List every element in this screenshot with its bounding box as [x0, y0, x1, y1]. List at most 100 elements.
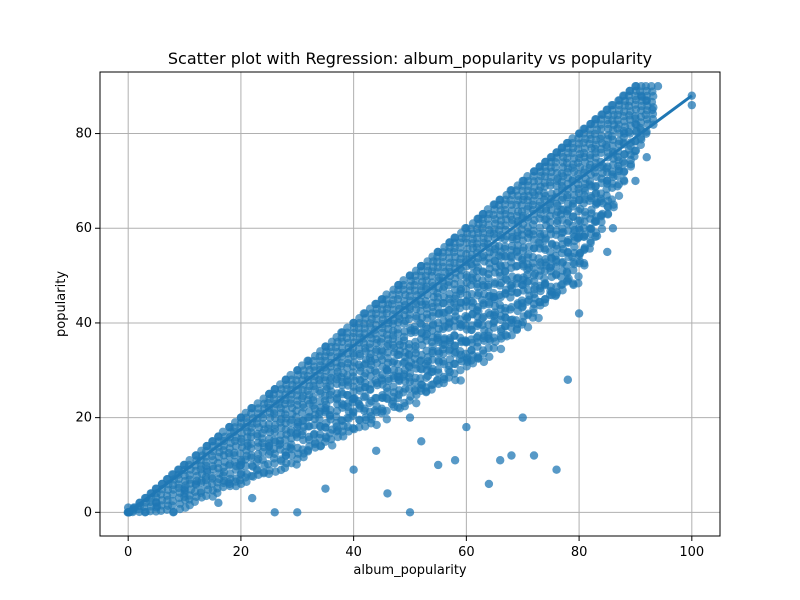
scatter-point [404, 343, 414, 353]
scatter-point [208, 437, 217, 446]
scatter-point [236, 449, 245, 458]
scatter-point [355, 351, 364, 361]
scatter-point [321, 403, 330, 413]
scatter-point [263, 459, 273, 469]
scatter-point [417, 437, 426, 446]
scatter-point [461, 302, 471, 311]
scatter-point [355, 415, 364, 425]
regression-line [127, 94, 693, 514]
scatter-point [242, 477, 251, 486]
scatter-point [365, 385, 375, 394]
scatter-point [393, 394, 403, 403]
scatter-point [579, 259, 589, 268]
scatter-point [202, 465, 212, 474]
scatter-point [546, 261, 556, 271]
scatter-point [642, 96, 651, 105]
scatter-point [450, 456, 460, 465]
scatter-point [490, 295, 499, 304]
scatter-point [236, 470, 246, 479]
scatter-point [219, 482, 228, 492]
scatter-point [597, 148, 606, 157]
scatter-point [479, 357, 489, 367]
scatter-point [428, 312, 437, 321]
scatter-point [281, 451, 291, 460]
scatter-point [631, 119, 640, 129]
scatter-point [563, 247, 573, 257]
scatter-point [168, 490, 178, 499]
scatter-point [246, 444, 256, 453]
scatter-point [562, 192, 572, 202]
scatter-point [462, 422, 471, 432]
scatter-point [608, 100, 618, 110]
scatter-point [438, 298, 448, 308]
scatter-point [410, 378, 419, 387]
x-tick-label: 0 [124, 545, 132, 560]
scatter-point [383, 387, 392, 396]
scatter-point [152, 503, 161, 512]
scatter-point [326, 395, 335, 404]
scatter-point [338, 328, 347, 337]
scatter-point [383, 366, 392, 375]
scatter-point [591, 115, 601, 124]
scatter-point [264, 469, 274, 479]
scatter-point [456, 289, 465, 299]
scatter-point [376, 337, 386, 347]
scatter-point [270, 385, 279, 394]
scatter-point [292, 460, 301, 469]
y-tick-label: 80 [75, 127, 92, 142]
scatter-point [529, 167, 539, 176]
scatter-point [653, 82, 663, 91]
scatter-point [169, 508, 178, 517]
x-tick-label: 80 [571, 545, 588, 560]
scatter-point [603, 247, 612, 257]
scatter-point [412, 398, 421, 408]
scatter-point [422, 366, 432, 375]
scatter-point [264, 389, 274, 399]
scatter-point [361, 392, 370, 401]
scatter-point [569, 265, 578, 275]
scatter-point [574, 272, 583, 281]
regression-layer [127, 94, 693, 514]
scatter-point [568, 202, 578, 211]
scatter-point [360, 372, 369, 381]
scatter-point [574, 216, 583, 225]
scatter-point [280, 463, 290, 473]
scatter-point [214, 432, 223, 441]
scatter-point [370, 406, 380, 415]
scatter-point [489, 323, 499, 332]
scatter-point [377, 295, 387, 304]
scatter-point [562, 261, 571, 270]
scatter-point [348, 411, 358, 421]
scatter-point [417, 261, 426, 271]
x-tick-label: 100 [679, 545, 704, 560]
x-tick-label: 40 [345, 545, 362, 560]
scatter-point [540, 243, 549, 253]
scatter-point [495, 456, 505, 465]
scatter-point [620, 177, 629, 186]
y-axis-label: popularity [54, 271, 69, 337]
scatter-point [619, 91, 629, 100]
scatter-point [281, 375, 291, 384]
scatter-point [315, 415, 324, 424]
scatter-point [394, 280, 403, 290]
scatter-point [625, 86, 635, 96]
scatter-point [619, 167, 629, 176]
scatter-point [507, 186, 516, 195]
scatter-point [546, 181, 555, 190]
scatter-point [484, 274, 493, 283]
scatter-point [613, 182, 622, 191]
scatter-point [371, 299, 381, 309]
scatter-point [500, 267, 510, 276]
scatter-point [517, 201, 526, 210]
scatter-point [518, 413, 527, 422]
scatter-point [619, 129, 629, 138]
scatter-point [473, 318, 482, 328]
scatter-point [631, 82, 640, 91]
scatter-point [574, 309, 584, 318]
scatter-point [247, 493, 257, 503]
scatter-point [349, 318, 358, 328]
scatter-point [371, 393, 380, 403]
scatter-point [433, 347, 443, 356]
scatter-point [608, 135, 618, 144]
scatter-point [293, 508, 302, 517]
